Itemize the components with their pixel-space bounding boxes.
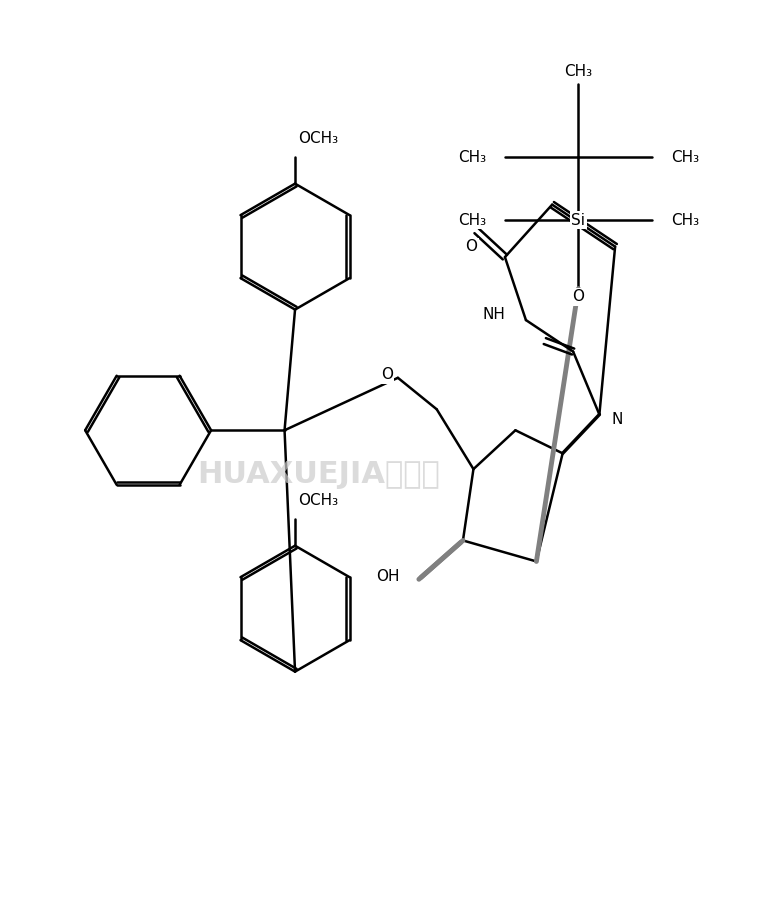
Text: OH: OH: [377, 569, 400, 583]
Text: O: O: [465, 239, 478, 254]
Text: CH₃: CH₃: [458, 213, 486, 228]
Text: O: O: [572, 289, 584, 305]
Text: Si: Si: [572, 213, 585, 228]
Text: O: O: [381, 367, 393, 383]
Text: OCH₃: OCH₃: [298, 493, 338, 508]
Text: OCH₃: OCH₃: [298, 131, 338, 146]
Text: CH₃: CH₃: [671, 150, 699, 165]
Text: CH₃: CH₃: [458, 150, 486, 165]
Text: N: N: [612, 413, 623, 427]
Text: NH: NH: [482, 308, 505, 322]
Text: CH₃: CH₃: [671, 213, 699, 228]
Text: HUAXUEJIA化学加: HUAXUEJIA化学加: [197, 460, 440, 489]
Text: CH₃: CH₃: [564, 64, 593, 79]
